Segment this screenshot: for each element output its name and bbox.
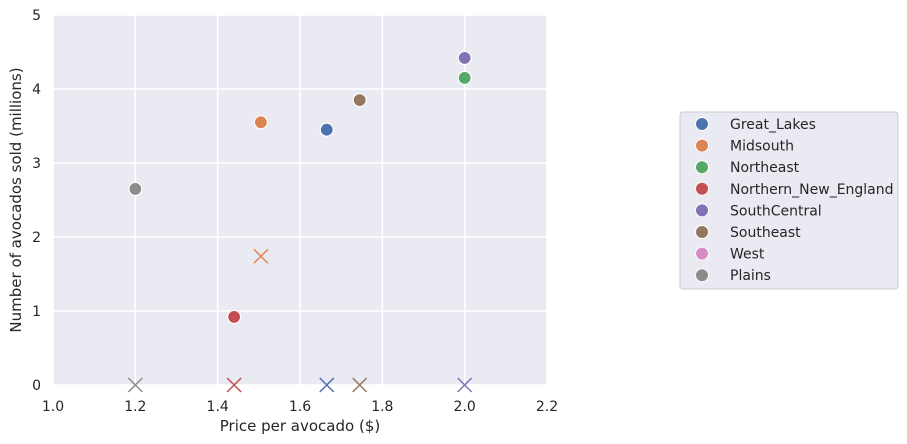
legend-marker [695, 181, 709, 196]
legend-entry: Midsouth [730, 139, 794, 155]
legend-marker [695, 160, 709, 175]
legend-marker [695, 117, 709, 131]
x-tick-label: 1.4 [207, 399, 229, 415]
y-tick-label: 4 [32, 82, 41, 98]
legend-entry: Plains [730, 268, 771, 284]
legend-entry: Southeast [730, 225, 801, 241]
x-tick-label: 1.0 [42, 399, 64, 415]
x-marker [127, 377, 143, 393]
legend-marker [695, 246, 709, 261]
data-point [227, 309, 242, 325]
legend-entry: Northeast [730, 160, 800, 176]
x-axis-label: Price per avocado ($) [220, 417, 380, 435]
x-marker [253, 248, 269, 264]
x-marker [457, 377, 473, 393]
x-tick-label: 2.0 [454, 399, 476, 415]
legend-entry: Great_Lakes [730, 117, 816, 133]
legend-entry: West [730, 247, 765, 263]
y-axis-label: Number of avocados sold (millions) [7, 67, 25, 332]
data-point [457, 70, 472, 86]
x-tick-labels: 1.0 1.2 1.4 1.6 1.8 2.0 2.2 [42, 399, 558, 415]
x-marker [319, 377, 335, 393]
x-marker [226, 377, 242, 393]
y-tick-label: 1 [32, 304, 41, 320]
legend-entry: Northern_New_England [730, 182, 894, 198]
x-tick-label: 1.8 [371, 399, 393, 415]
data-point [457, 50, 472, 66]
x-tick-label: 1.2 [124, 399, 146, 415]
x-tick-label: 1.6 [289, 399, 311, 415]
y-tick-label: 2 [32, 230, 41, 246]
data-point [253, 115, 268, 130]
legend-entry: SouthCentral [730, 203, 822, 219]
legend-marker [695, 203, 709, 218]
y-tick-label: 5 [32, 8, 41, 24]
x-marker [352, 377, 368, 393]
data-point [128, 181, 143, 196]
legend-box [679, 111, 899, 290]
data-point [352, 92, 367, 108]
y-tick-label: 3 [32, 156, 41, 172]
legend: Great_Lakes Midsouth Northeast Northern_New… [679, 111, 899, 290]
y-tick-label: 0 [32, 378, 41, 394]
data-points [127, 50, 473, 393]
legend-marker [695, 225, 709, 239]
x-tick-label: 2.2 [536, 399, 558, 415]
legend-marker [695, 268, 709, 283]
data-point [319, 122, 334, 137]
legend-marker [695, 138, 709, 153]
y-tick-labels: 0 1 2 3 4 5 [32, 8, 41, 394]
